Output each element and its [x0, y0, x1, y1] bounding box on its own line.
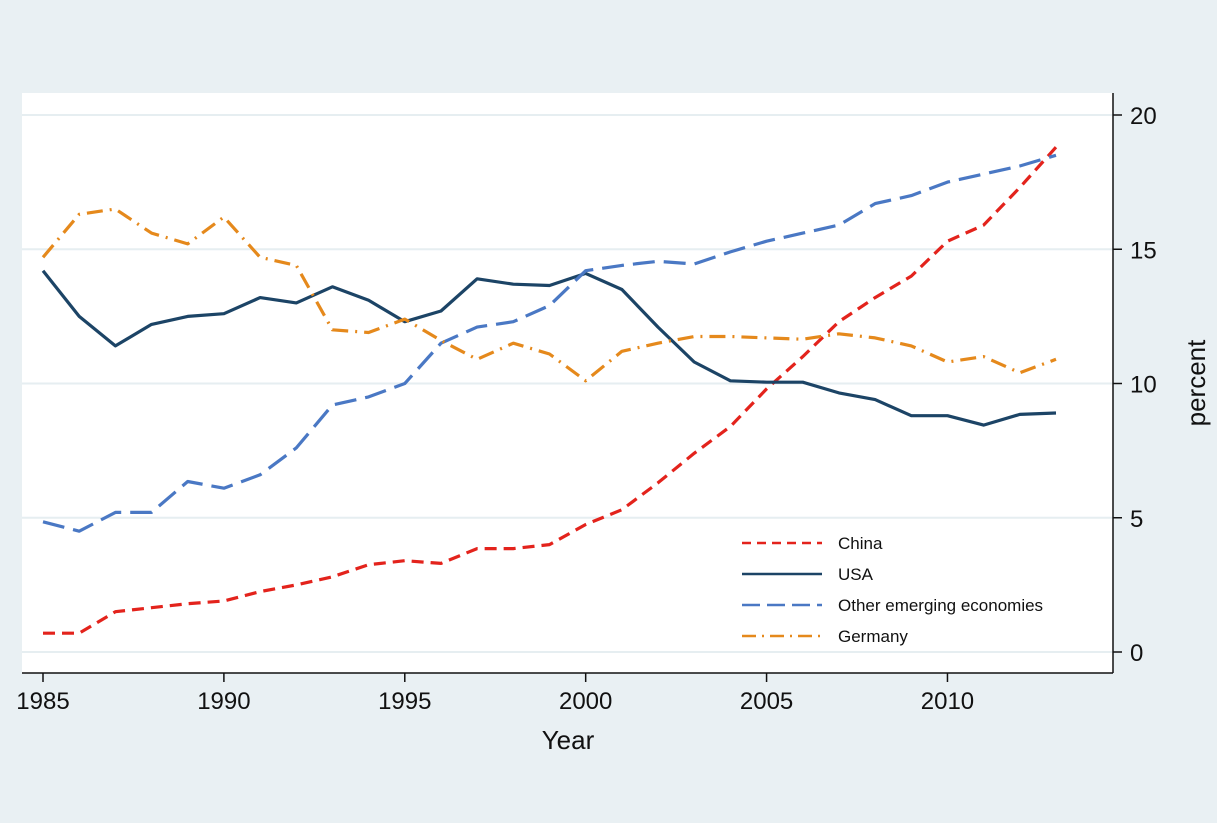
x-tick-label: 1990	[197, 688, 250, 715]
legend-label: USA	[838, 565, 874, 584]
legend-label: Other emerging economies	[838, 596, 1043, 615]
y-axis-label: percent	[1181, 339, 1211, 426]
series-line-china	[43, 146, 1058, 635]
y-tick-label: 5	[1130, 506, 1143, 533]
series-line-usa	[41, 269, 1057, 427]
x-tick-label: 2000	[559, 688, 612, 715]
y-tick-label: 10	[1130, 372, 1157, 399]
y-tick-label: 20	[1130, 103, 1157, 130]
legend-label: Germany	[838, 627, 908, 646]
y-tick-label: 0	[1130, 640, 1143, 667]
x-tick-label: 1995	[378, 688, 431, 715]
series-line-other-emerging-economies	[42, 153, 1057, 533]
x-tick-label: 1985	[16, 688, 69, 715]
x-tick-label: 2005	[740, 688, 793, 715]
legend: China USA Other emerging economies Germany	[742, 534, 1043, 646]
legend-label: China	[838, 534, 883, 553]
series-line-germany	[41, 207, 1057, 383]
x-axis-label: Year	[542, 725, 595, 755]
y-tick-label: 15	[1130, 237, 1157, 264]
x-tick-label: 2010	[921, 688, 974, 715]
